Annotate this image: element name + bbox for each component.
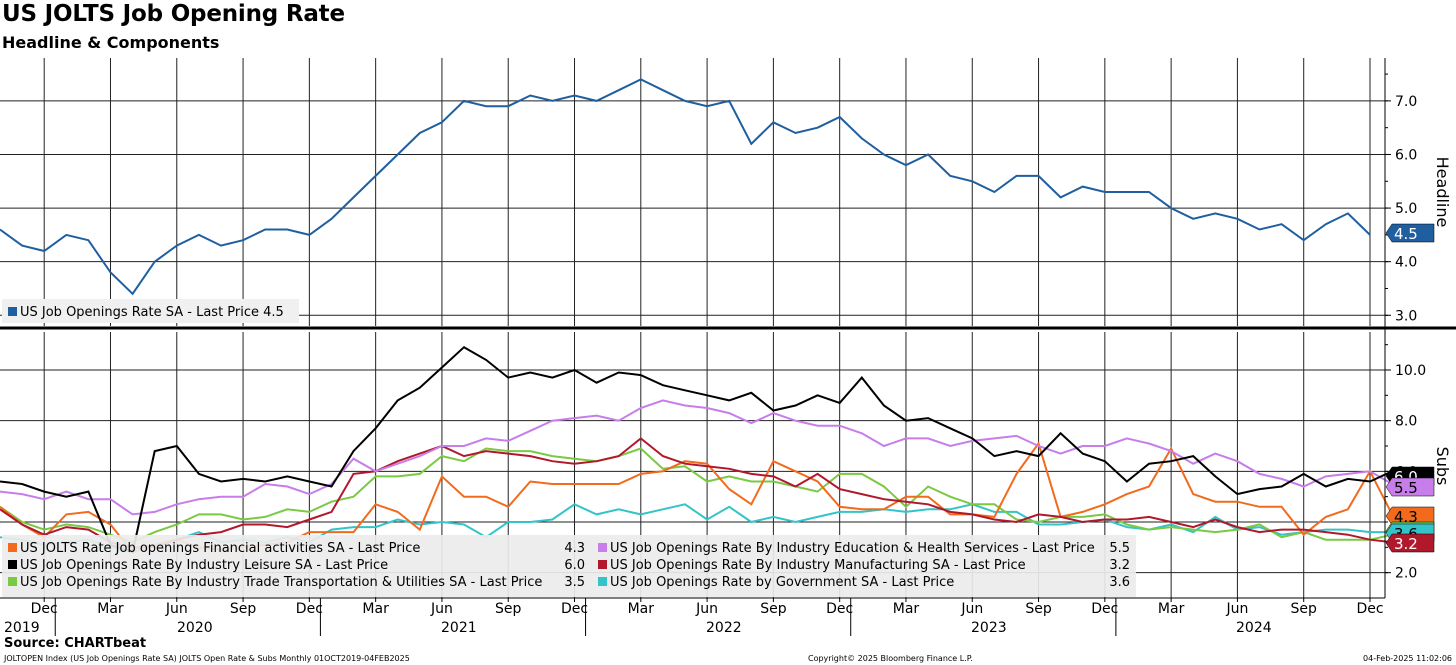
headline-series-line [0, 78, 1371, 296]
x-tick-label: Sep [1025, 601, 1052, 617]
top-y-tick-label: 5.0 [1395, 201, 1417, 217]
x-tick-label: Jun [960, 601, 983, 617]
footer-timestamp: 04-Feb-2025 11:02:06 [1363, 654, 1452, 663]
x-tick-label: Dec [296, 601, 323, 617]
headline-value-text: 4.5 [1394, 225, 1418, 243]
trade-legend-swatch [8, 577, 17, 586]
government-legend-swatch [598, 577, 607, 586]
education-legend-value: 5.5 [1109, 541, 1130, 556]
bottom-y-tick-label: 8.0 [1395, 414, 1417, 430]
government-legend-label: US Job Openings Rate by Government SA - … [610, 575, 954, 590]
x-tick-label: Sep [1291, 601, 1318, 617]
trade-series-line [0, 447, 1393, 544]
x-tick-label: Mar [628, 601, 655, 617]
x-tick-label: Jun [165, 601, 188, 617]
top-y-tick-label: 7.0 [1395, 94, 1417, 110]
headline-legend-label: US Job Openings Rate SA - Last Price 4.5 [20, 305, 284, 320]
x-year-label: 2024 [1236, 620, 1272, 636]
chart-title: US JOLTS Job Opening Rate [2, 1, 345, 27]
footer-copyright: Copyright© 2025 Bloomberg Finance L.P. [808, 654, 973, 663]
leisure-series-line [0, 345, 1393, 554]
x-tick-label: Dec [561, 601, 588, 617]
top-y-tick-label: 4.0 [1395, 255, 1417, 271]
x-year-label: 2023 [971, 620, 1007, 636]
x-tick-label: Jun [430, 601, 453, 617]
x-tick-label: Mar [97, 601, 124, 617]
chart-canvas: 7.0 6.0 5.0 4.0 3.0 10.0 8.0 6.0 2.0 Headline Subs… [0, 58, 1456, 636]
leisure-legend-label: US Job Openings Rate By Industry Leisure… [20, 558, 388, 573]
education-value-text: 5.5 [1394, 479, 1418, 497]
x-year-label: 2019 [4, 620, 40, 636]
bottom-y-axis-title: Subs [1433, 447, 1452, 486]
x-tick-label: Mar [1158, 601, 1185, 617]
x-tick-label: Jun [1225, 601, 1248, 617]
x-year-label: 2022 [706, 620, 742, 636]
financial-legend-swatch [8, 543, 17, 552]
education-legend-label: US Job Openings Rate By Industry Educati… [610, 541, 1095, 556]
top-panel-grid [0, 58, 1385, 326]
x-tick-label: Dec [31, 601, 58, 617]
x-tick-label: Jun [695, 601, 718, 617]
footer-index-info: JOLTOPEN Index (US Job Openings Rate SA)… [4, 654, 410, 663]
top-legend-box [2, 299, 299, 323]
value-labels: 4.56.05.54.33.53.63.2 [1385, 223, 1435, 553]
headline-value-tag [1385, 223, 1435, 243]
education-value-tag [1385, 477, 1435, 497]
education-series-line [0, 399, 1393, 516]
bottom-legend-box [2, 535, 1136, 597]
x-tick-label: Mar [362, 601, 389, 617]
bottom-y-tick-label: 10.0 [1395, 363, 1426, 379]
bottom-y-tick-label: 2.0 [1395, 566, 1417, 582]
manufacturing-series-line [0, 437, 1393, 549]
financial-legend-value: 4.3 [564, 541, 585, 556]
x-year-label: 2020 [177, 620, 213, 636]
x-tick-label: Mar [893, 601, 920, 617]
x-year-label: 2021 [441, 620, 477, 636]
headline-legend-swatch [8, 307, 17, 316]
education-legend-swatch [598, 543, 607, 552]
financial-legend-label: US JOLTS Rate Job openings Financial act… [20, 541, 420, 556]
top-y-tick-label: 6.0 [1395, 147, 1417, 163]
axes: 7.0 6.0 5.0 4.0 3.0 10.0 8.0 6.0 2.0 Headline Subs… [0, 58, 1456, 636]
trade-legend-value: 3.5 [564, 575, 585, 590]
financial-value-text: 4.3 [1394, 508, 1418, 526]
leisure-legend-swatch [8, 560, 17, 569]
chart-subtitle: Headline & Components [2, 33, 220, 52]
x-tick-label: Dec [826, 601, 853, 617]
source-note: Source: CHARTbeat [4, 636, 147, 651]
legends: US Job Openings Rate SA - Last Price 4.5… [2, 299, 1136, 597]
manufacturing-value-text: 3.2 [1394, 535, 1418, 553]
x-tick-label: Dec [1091, 601, 1118, 617]
manufacturing-value-tag [1385, 533, 1435, 553]
x-tick-label: Dec [1356, 601, 1383, 617]
top-panel-series [0, 78, 1371, 296]
manufacturing-legend-label: US Job Openings Rate By Industry Manufac… [610, 558, 1026, 573]
manufacturing-legend-swatch [598, 560, 607, 569]
leisure-legend-value: 6.0 [564, 558, 585, 573]
manufacturing-legend-value: 3.2 [1109, 558, 1130, 573]
x-tick-label: Sep [495, 601, 522, 617]
x-tick-label: Sep [230, 601, 257, 617]
x-tick-label: Sep [760, 601, 787, 617]
government-legend-value: 3.6 [1109, 575, 1130, 590]
top-y-axis-title: Headline [1433, 157, 1452, 228]
trade-legend-label: US Job Openings Rate By Industry Trade T… [20, 575, 542, 590]
top-y-tick-label: 3.0 [1395, 308, 1417, 324]
